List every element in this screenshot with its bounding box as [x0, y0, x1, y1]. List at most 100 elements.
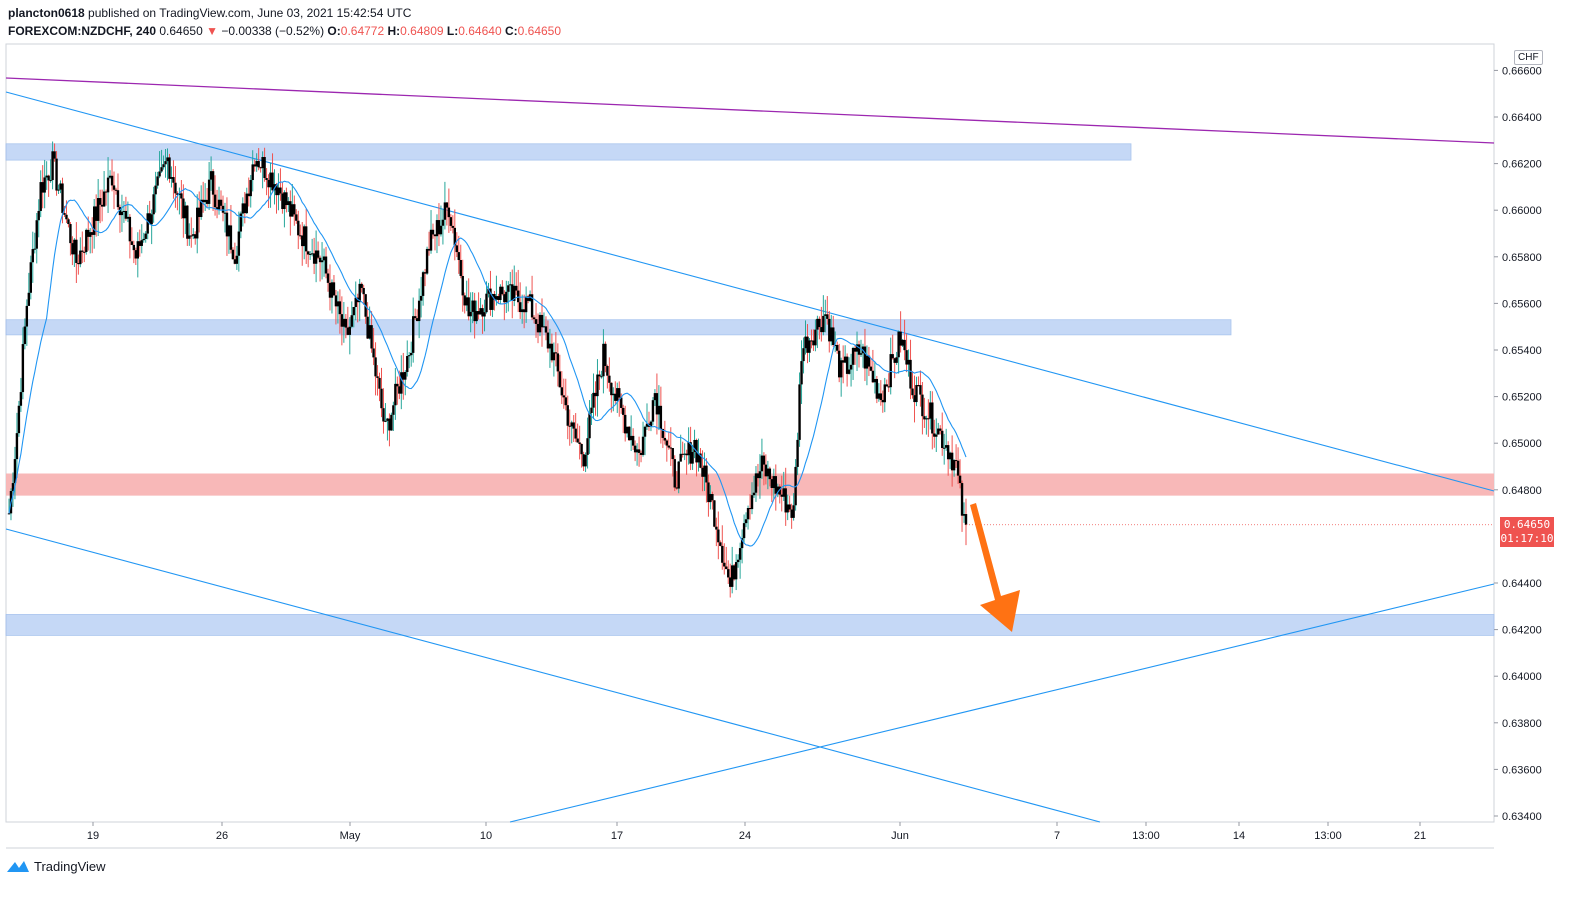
candle-body	[485, 293, 488, 313]
candle-body	[832, 327, 835, 346]
footer-brand[interactable]: TradingView	[6, 858, 106, 874]
candle-body	[11, 483, 15, 492]
candle-body	[511, 284, 514, 301]
candle-body	[281, 193, 284, 210]
candle-body	[752, 492, 756, 496]
symbol-label[interactable]: FOREXCOM:NZDCHF, 240	[8, 24, 157, 38]
moving-average-line[interactable]	[8, 180, 967, 547]
candle-body	[802, 348, 805, 362]
candle-body	[271, 172, 274, 191]
candle-body	[499, 286, 502, 300]
candle-body	[205, 199, 209, 204]
candle-body	[71, 243, 74, 255]
candle-body	[275, 184, 278, 196]
candle-body	[263, 157, 266, 179]
current-price-value: 0.64650	[1503, 518, 1551, 531]
candle-body	[293, 204, 296, 215]
candle-body	[505, 291, 508, 303]
candle-body	[679, 453, 682, 462]
candle-body	[65, 214, 68, 220]
candle-body	[63, 213, 66, 215]
candle-body	[618, 388, 621, 398]
candle-body	[592, 392, 595, 408]
candle-body	[243, 203, 246, 214]
candle-body	[358, 283, 361, 303]
candle-body	[558, 371, 562, 388]
candle-body	[762, 455, 766, 465]
candle-body	[400, 372, 403, 394]
candle-body	[520, 309, 524, 313]
candle-body	[85, 229, 88, 252]
candle-body	[790, 509, 793, 518]
candle-body	[419, 295, 423, 301]
forecast-arrow-icon[interactable]	[970, 503, 1020, 632]
candle-body	[467, 297, 470, 317]
author-name[interactable]: plancton0618	[8, 6, 85, 20]
candle-body	[855, 344, 859, 352]
descending-trendline-lower[interactable]	[5, 528, 1101, 823]
candle-body	[550, 343, 554, 361]
candle-body	[261, 157, 264, 169]
candle-body	[594, 392, 597, 397]
candle-body	[707, 482, 710, 503]
candle-body	[352, 307, 355, 316]
candle-body	[384, 420, 387, 422]
candle-body	[576, 438, 579, 443]
candle-body	[843, 356, 847, 363]
candle-body	[122, 210, 126, 212]
candle-body	[299, 235, 302, 237]
change-arrow-icon: ▼	[206, 24, 218, 38]
candle-body	[219, 199, 223, 206]
descending-trendline-upper[interactable]	[5, 91, 1495, 492]
candle-body	[425, 248, 429, 274]
candle-body	[463, 295, 466, 306]
candle-body	[677, 461, 680, 489]
candle-body	[796, 439, 799, 467]
candle-body	[645, 423, 649, 427]
candle-body	[338, 301, 342, 315]
candle-body	[772, 476, 776, 489]
candle-body	[851, 347, 855, 365]
candle-body	[249, 180, 252, 197]
candle-body	[287, 201, 290, 206]
candle-body	[199, 199, 203, 218]
candle-body	[134, 250, 138, 259]
candle-body	[758, 471, 762, 479]
purple-trendline[interactable]	[5, 77, 1495, 144]
candle-body	[602, 343, 605, 377]
candle-body	[368, 325, 371, 339]
candle-body	[913, 395, 916, 403]
candle-body	[207, 179, 211, 204]
candle-body	[354, 297, 357, 308]
candle-body	[408, 355, 411, 357]
countdown-value: 01:17:10	[1500, 532, 1554, 545]
candle-body	[429, 229, 433, 251]
candle-body	[332, 282, 336, 296]
candle-body	[433, 234, 437, 237]
candle-body	[845, 356, 849, 374]
candle-body	[885, 384, 888, 387]
candle-body	[211, 171, 215, 195]
candle-body	[166, 157, 169, 162]
candle-body	[691, 452, 694, 464]
candle-body	[227, 225, 231, 237]
candle-body	[51, 151, 54, 181]
time-tick-label: 10	[480, 830, 492, 842]
candle-body	[475, 311, 478, 322]
candle-body	[223, 212, 227, 214]
currency-label[interactable]: CHF	[1514, 50, 1543, 65]
candle-body	[17, 405, 21, 434]
candle-body	[98, 198, 102, 205]
candle-body	[564, 397, 567, 406]
candle-body	[160, 167, 163, 172]
candle-body	[489, 288, 492, 310]
candle-body	[816, 318, 819, 330]
candle-body	[895, 357, 898, 363]
ascending-support-line[interactable]	[509, 583, 1495, 823]
candle-body	[530, 294, 534, 318]
candle-body	[651, 400, 655, 422]
candle-body	[362, 287, 365, 295]
candle-body	[560, 387, 564, 396]
candle-body	[154, 185, 157, 195]
